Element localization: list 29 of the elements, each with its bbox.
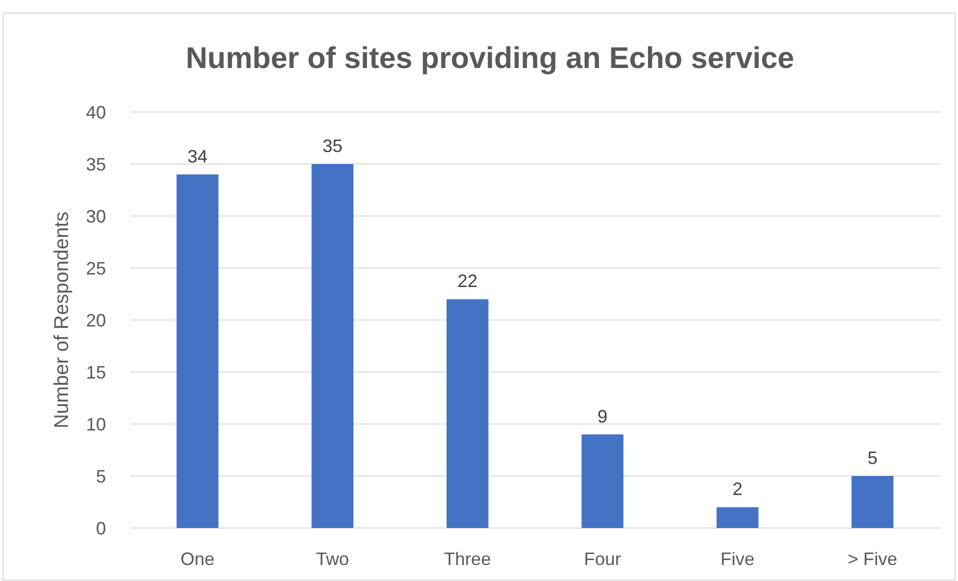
y-tick-label: 40	[86, 102, 106, 122]
y-tick-label: 10	[86, 414, 106, 434]
y-tick-label: 35	[86, 154, 106, 174]
x-tick-label: Five	[720, 549, 755, 569]
y-tick-label: 5	[96, 466, 106, 486]
x-tick-label: Four	[584, 549, 622, 569]
x-tick-label: Three	[444, 549, 492, 569]
x-tick-label: Two	[316, 549, 350, 569]
y-tick-label: 20	[86, 310, 106, 330]
x-tick-label: > Five	[848, 549, 898, 569]
bar	[582, 434, 624, 528]
bar	[716, 507, 758, 528]
data-label: 5	[867, 448, 878, 468]
bar	[852, 476, 894, 528]
bar	[176, 174, 218, 528]
y-tick-label: 15	[86, 362, 106, 382]
bar	[446, 299, 488, 528]
chart-title: Number of sites providing an Echo service	[186, 42, 794, 75]
y-tick-label: 0	[96, 518, 106, 538]
data-label: 34	[187, 146, 208, 166]
y-tick-label: 25	[86, 258, 106, 278]
data-label: 22	[457, 271, 478, 292]
data-label: 2	[732, 479, 743, 500]
y-axis-title: Number of Respondents	[51, 212, 73, 428]
data-label: 35	[322, 136, 343, 156]
y-tick-label: 30	[86, 206, 106, 226]
data-label: 9	[597, 406, 608, 426]
bar	[312, 164, 354, 528]
x-tick-label: One	[180, 549, 215, 569]
